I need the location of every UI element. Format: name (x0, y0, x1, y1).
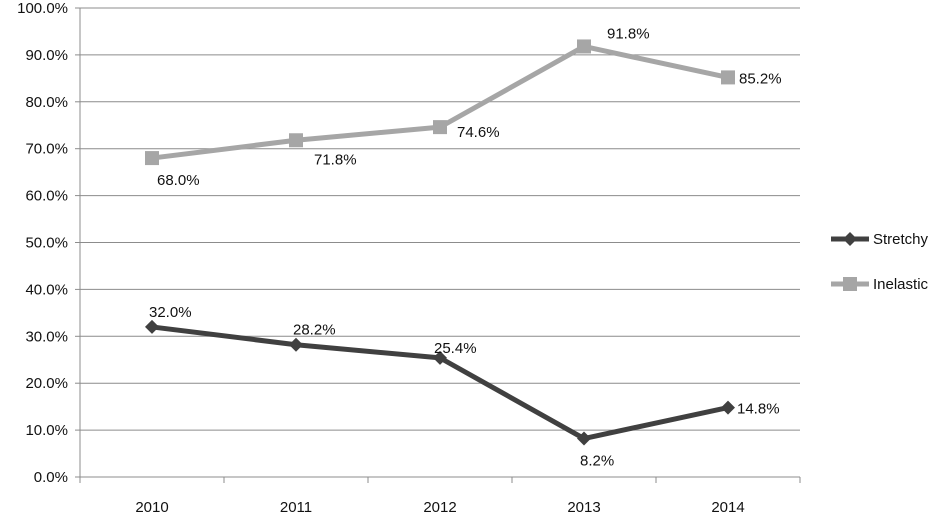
data-label-stretchy: 28.2% (293, 322, 336, 339)
data-label-inelastic: 91.8% (607, 25, 650, 42)
y-tick-label: 50.0% (25, 235, 68, 252)
y-tick-label: 0.0% (34, 469, 68, 486)
data-label-inelastic: 68.0% (157, 172, 200, 189)
data-point-stretchy (145, 319, 159, 334)
x-tick-label: 2010 (135, 499, 168, 516)
data-label-inelastic: 71.8% (314, 151, 357, 168)
y-tick-label: 80.0% (25, 94, 68, 111)
data-label-inelastic: 85.2% (739, 70, 782, 87)
data-point-stretchy (577, 431, 591, 446)
legend-label-stretchy: Stretchy (873, 231, 929, 248)
data-point-inelastic (145, 151, 159, 166)
x-tick-label: 2012 (423, 499, 456, 516)
data-label-stretchy: 14.8% (737, 401, 780, 418)
y-tick-label: 60.0% (25, 188, 68, 205)
legend-marker-inelastic (843, 277, 857, 291)
x-tick-label: 2011 (280, 499, 312, 516)
data-label-inelastic: 74.6% (457, 124, 500, 141)
x-tick-label: 2013 (567, 499, 600, 516)
data-point-inelastic (577, 39, 591, 54)
y-tick-label: 40.0% (25, 281, 68, 298)
data-point-stretchy (289, 337, 303, 352)
data-point-inelastic (433, 120, 447, 135)
data-label-stretchy: 25.4% (434, 340, 477, 357)
x-tick-label: 2014 (711, 499, 744, 516)
data-labels: 32.0% 28.2% 25.4% 8.2% 14.8% 68.0% 71.8% 74.6% 9… (149, 25, 782, 469)
y-tick-label: 70.0% (25, 141, 68, 158)
legend-marker-stretchy (843, 232, 857, 246)
y-tick-label: 20.0% (25, 375, 68, 392)
legend-label-inelastic: Inelastic (873, 276, 929, 293)
data-point-stretchy (721, 400, 735, 415)
y-tick-label: 30.0% (25, 328, 68, 345)
y-tick-label: 100.0% (17, 0, 68, 17)
data-point-stretchy (433, 350, 447, 365)
axes: 0.0% 10.0% 20.0% 30.0% 40.0% 50.0% 60.0% 70.0% 8… (17, 0, 801, 516)
data-label-stretchy: 32.0% (149, 304, 192, 321)
data-label-stretchy: 8.2% (580, 453, 614, 470)
data-point-inelastic (721, 70, 735, 85)
legend: Stretchy Inelastic (831, 231, 929, 293)
data-point-inelastic (289, 133, 303, 148)
y-tick-label: 10.0% (25, 422, 68, 439)
gridlines (80, 7, 800, 431)
series-lines (145, 39, 735, 446)
y-tick-label: 90.0% (25, 47, 68, 64)
